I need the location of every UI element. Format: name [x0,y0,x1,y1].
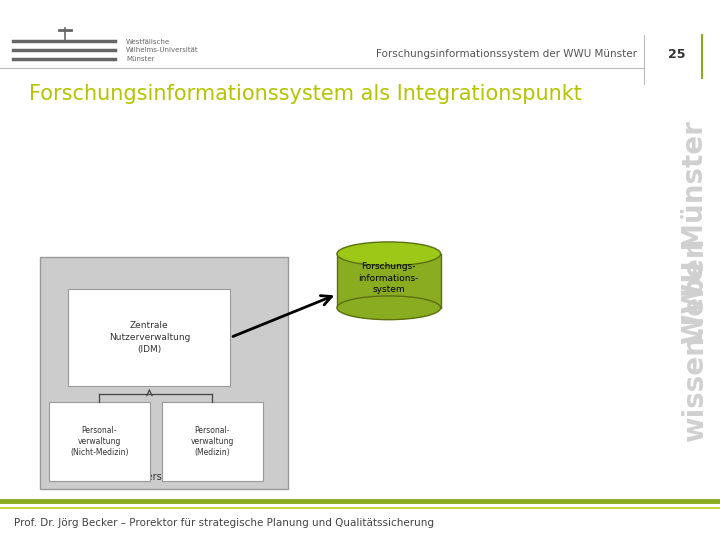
Text: Westfälische: Westfälische [126,39,170,45]
Text: Forschungs-
informations-
system: Forschungs- informations- system [359,262,419,294]
Text: WWU Münster: WWU Münster [681,121,708,343]
Text: Personen: Personen [141,471,186,482]
Text: 25: 25 [668,48,685,60]
Text: Personal-
verwaltung
(Nicht-Medizin): Personal- verwaltung (Nicht-Medizin) [70,426,129,457]
FancyBboxPatch shape [49,402,150,481]
FancyBboxPatch shape [40,256,288,489]
Text: Forschungsinformationssystem als Integrationspunkt: Forschungsinformationssystem als Integra… [29,84,582,104]
FancyBboxPatch shape [162,402,263,481]
FancyBboxPatch shape [68,289,230,386]
Text: Münster: Münster [126,56,155,62]
Text: Zentrale
Nutzerverwaltung
(IDM): Zentrale Nutzerverwaltung (IDM) [109,321,190,354]
Text: wissen.leben: wissen.leben [681,238,708,442]
FancyBboxPatch shape [337,254,441,308]
Text: Forschungsinformationssystem der WWU Münster: Forschungsinformationssystem der WWU Mün… [377,49,637,59]
Text: Wilhelms-Universität: Wilhelms-Universität [126,47,199,53]
Text: Prof. Dr. Jörg Becker – Prorektor für strategische Planung und Qualitätssicherun: Prof. Dr. Jörg Becker – Prorektor für st… [14,518,434,528]
Ellipse shape [337,242,441,266]
Ellipse shape [337,296,441,320]
Text: Personal-
verwaltung
(Medizin): Personal- verwaltung (Medizin) [191,426,234,457]
